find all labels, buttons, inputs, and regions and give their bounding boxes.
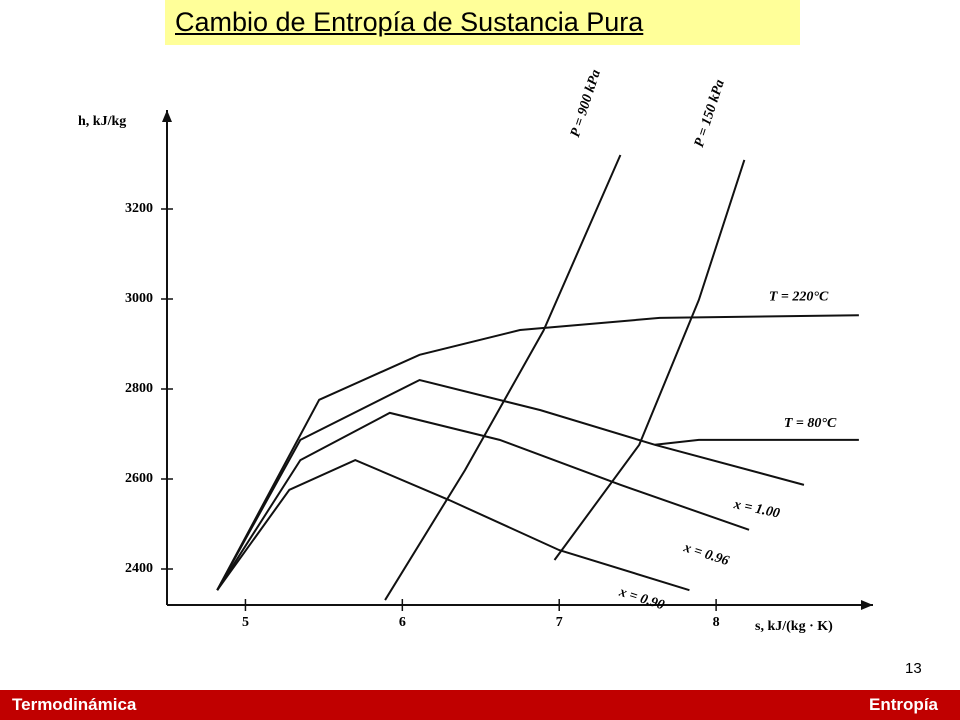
curve-label: P = 900 kPa — [568, 68, 604, 139]
footer-right: Entropía — [869, 695, 938, 714]
y-tick-label: 3000 — [125, 291, 153, 306]
x-tick-label: 5 — [242, 615, 249, 630]
y-tick-label: 2600 — [125, 471, 153, 486]
footer: Termodinámica Entropía — [0, 690, 960, 720]
curve — [384, 154, 622, 601]
curve — [553, 159, 746, 561]
y-tick-label: 2400 — [125, 561, 153, 576]
curve-label: T = 80°C — [784, 416, 837, 431]
curve-label: x = 0.90 — [616, 584, 666, 613]
x-axis-arrow — [861, 600, 873, 610]
x-tick-label: 7 — [556, 615, 563, 630]
slide-title: Cambio de Entropía de Sustancia Pura — [165, 0, 800, 45]
curve-label: T = 220°C — [769, 289, 829, 304]
curve — [216, 411, 750, 591]
curve — [216, 378, 805, 591]
curve-label: P = 150 kPa — [692, 78, 728, 149]
x-tick-label: 6 — [399, 615, 406, 630]
curve — [654, 438, 859, 446]
page-number: 13 — [905, 660, 922, 677]
curve — [216, 459, 690, 592]
y-tick-label: 3200 — [125, 201, 153, 216]
curve — [216, 314, 859, 591]
curve-label: x = 0.96 — [681, 540, 731, 569]
footer-left: Termodinámica — [12, 695, 137, 714]
y-tick-label: 2800 — [125, 381, 153, 396]
y-axis-label: h, kJ/kg — [78, 114, 126, 129]
curve-label: x = 1.00 — [731, 497, 781, 522]
y-axis-arrow — [162, 110, 172, 122]
chart: h, kJ/kg s, kJ/(kg · K) 2400 2600 2800 3000 32… — [78, 68, 873, 634]
x-tick-label: 8 — [713, 615, 720, 630]
x-axis-label: s, kJ/(kg · K) — [755, 619, 833, 634]
